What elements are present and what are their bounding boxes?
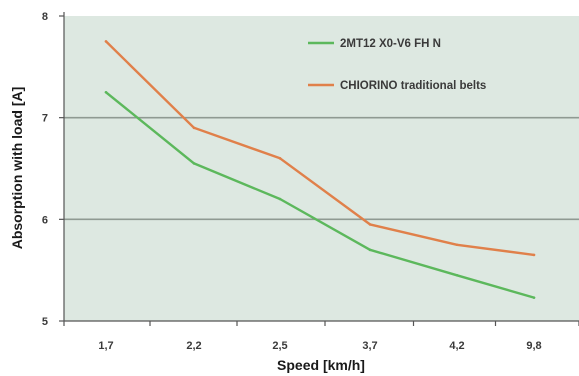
legend-label: 2MT12 X0-V6 FH N: [340, 38, 441, 50]
y-tick-label: 7: [42, 113, 48, 125]
legend: 2MT12 X0-V6 FH N CHIORINO traditional bel…: [308, 38, 486, 92]
y-tick-label: 8: [42, 11, 48, 23]
x-tick-label: 4,2: [449, 340, 464, 352]
x-axis-title: Speed [km/h]: [277, 357, 365, 373]
data-point: [192, 162, 196, 165]
series-lines: [104, 40, 536, 299]
data-point: [104, 40, 108, 43]
x-axis-ticks: 1,7 2,2 2,5 3,7 4,2 9,8: [63, 321, 579, 352]
data-point: [455, 243, 459, 247]
data-point: [104, 90, 108, 94]
data-point: [455, 273, 459, 277]
data-point: [368, 248, 372, 252]
series-line-2: [104, 40, 536, 257]
y-axis-ticks: 5 6 7 8: [42, 11, 64, 328]
data-point: [192, 126, 196, 130]
y-tick-label: 6: [42, 214, 48, 226]
y-tick-label: 5: [42, 316, 48, 328]
gridlines: [64, 116, 579, 221]
y-axis-title: Absorption with load [A]: [9, 87, 25, 250]
data-point: [278, 197, 282, 201]
data-point: [532, 253, 536, 257]
x-tick-label: 2,2: [186, 340, 201, 352]
x-tick-label: 2,5: [272, 340, 287, 352]
data-point: [368, 223, 372, 226]
x-tick-label: 9,8: [526, 340, 541, 352]
x-tick-label: 3,7: [362, 340, 377, 352]
series-line-1: [104, 91, 536, 299]
x-tick-label: 1,7: [98, 340, 113, 352]
legend-label: CHIORINO traditional belts: [340, 80, 486, 92]
data-point: [278, 157, 282, 160]
plot-area: [64, 16, 579, 321]
data-point: [532, 296, 536, 299]
